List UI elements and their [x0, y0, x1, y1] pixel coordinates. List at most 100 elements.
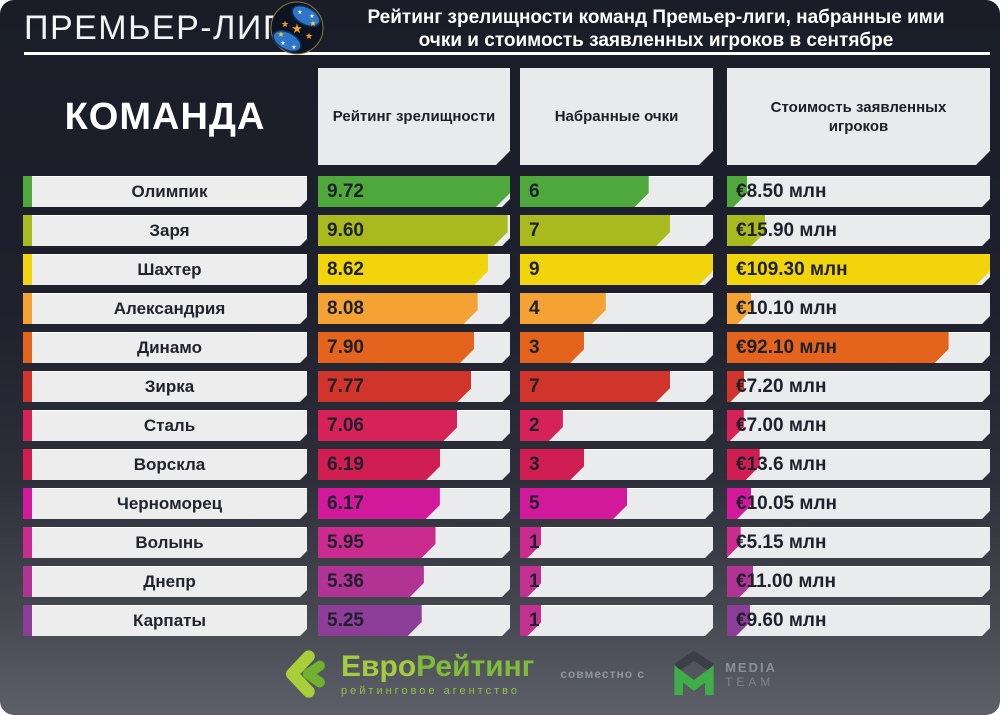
points-bar: 1 — [520, 527, 713, 558]
team-row: Олимпик 9.72 6 €8.50 млн — [0, 176, 1000, 207]
svg-text:★: ★ — [305, 31, 313, 41]
eurorating-logo: ЕвроРейтинг рейтинговое агентство — [279, 648, 534, 700]
column-header-team: КОМАНДА — [64, 96, 266, 138]
team-name-box: Александрия — [23, 293, 307, 324]
points-bar-fill — [520, 215, 670, 246]
eurorating-icon — [286, 650, 326, 698]
points-bar: 9 — [520, 254, 713, 285]
rating-bar-fill — [318, 566, 424, 597]
svg-text:★: ★ — [277, 30, 284, 39]
points-bar: 1 — [520, 566, 713, 597]
points-bar-fill — [520, 332, 584, 363]
team-color-stripe — [23, 371, 32, 402]
value-bar: €10.05 млн — [727, 488, 990, 519]
svg-text:★: ★ — [280, 40, 285, 47]
rating-bar-fill — [318, 449, 440, 480]
team-name: Динамо — [136, 337, 203, 357]
team-color-stripe — [23, 605, 32, 636]
value-bar: €8.50 млн — [727, 176, 990, 207]
points-value: 1 — [529, 531, 540, 553]
rating-value: 5.36 — [327, 570, 364, 592]
team-name-box: Карпаты — [23, 605, 307, 636]
value-bar: €15.90 млн — [727, 215, 990, 246]
rating-bar: 6.19 — [318, 449, 510, 480]
value-bar: €11.00 млн — [727, 566, 990, 597]
eurorating-tagline: рейтинговое агентство — [341, 684, 520, 697]
team-row: Динамо 7.90 3 €92.10 млн — [0, 332, 1000, 363]
team-name-box: Сталь — [23, 410, 307, 441]
team-row: Зирка 7.77 7 €7.20 млн — [0, 371, 1000, 402]
svg-text:★: ★ — [309, 13, 314, 20]
team-name: Зирка — [144, 376, 195, 396]
team-row: Александрия 8.08 4 €10.10 млн — [0, 293, 1000, 324]
league-ball-icon: ★ ★ ★ ★ ★ ★ ★ ★ ★ — [270, 1, 324, 55]
svg-text:★: ★ — [291, 44, 296, 51]
rating-bar-fill — [318, 527, 436, 558]
points-bar-fill — [520, 176, 649, 207]
value-bar: €92.10 млн — [727, 332, 990, 363]
rating-value: 9.72 — [327, 180, 364, 202]
team-name-box: Днепр — [23, 566, 307, 597]
team-name: Заря — [149, 220, 190, 240]
rating-bar: 5.36 — [318, 566, 510, 597]
team-name-box: Волынь — [23, 527, 307, 558]
points-value: 9 — [529, 258, 540, 280]
rating-bar-fill — [318, 176, 510, 207]
rating-value: 9.60 — [327, 219, 364, 241]
rating-bar-fill — [318, 215, 508, 246]
points-value: 7 — [529, 375, 540, 397]
rating-bar: 6.17 — [318, 488, 510, 519]
team-color-stripe — [23, 176, 32, 207]
points-bar-fill — [520, 293, 606, 324]
rating-value: 7.06 — [327, 414, 364, 436]
rating-bar-fill — [318, 332, 474, 363]
column-header-points: Набранные очки — [520, 68, 713, 165]
points-bar: 4 — [520, 293, 713, 324]
points-bar: 6 — [520, 176, 713, 207]
value-bar: €13.6 млн — [727, 449, 990, 480]
rating-value: 6.17 — [327, 492, 364, 514]
team-color-stripe — [23, 527, 32, 558]
team-name: Карпаты — [133, 610, 206, 630]
team-row: Ворскла 6.19 3 €13.6 млн — [0, 449, 1000, 480]
rating-value: 8.62 — [327, 258, 364, 280]
team-name: Днепр — [143, 571, 196, 591]
team-name: Черноморец — [116, 493, 223, 513]
value-label: €13.6 млн — [736, 453, 827, 475]
rating-value: 7.77 — [327, 375, 364, 397]
rating-bar: 8.62 — [318, 254, 510, 285]
rating-bar-fill — [318, 410, 457, 441]
team-row: Шахтер 8.62 9 €109.30 млн — [0, 254, 1000, 285]
svg-text:★: ★ — [309, 19, 316, 28]
points-bar: 7 — [520, 371, 713, 402]
points-bar: 5 — [520, 488, 713, 519]
team-name-box: Черноморец — [23, 488, 307, 519]
header-divider — [24, 52, 990, 55]
league-title: ПРЕМЬЕР-ЛИГА — [24, 9, 305, 47]
svg-text:★: ★ — [297, 9, 302, 16]
team-color-stripe — [23, 566, 32, 597]
rating-bar: 9.60 — [318, 215, 510, 246]
mediateam-icon — [674, 651, 714, 696]
mediateam-line2: TEAM — [725, 674, 775, 689]
points-value: 3 — [529, 336, 540, 358]
points-bar: 3 — [520, 332, 713, 363]
team-row: Сталь 7.06 2 €7.00 млн — [0, 410, 1000, 441]
value-bar: €5.15 млн — [727, 527, 990, 558]
value-label: €10.10 млн — [736, 297, 837, 319]
eurorating-wordmark: ЕвроРейтинг рейтинговое агентство — [341, 651, 534, 697]
rating-bar: 7.77 — [318, 371, 510, 402]
rating-value: 6.19 — [327, 453, 364, 475]
points-bar-fill — [520, 371, 670, 402]
column-header-value: Стоимость заявленных игроков — [727, 68, 990, 165]
team-name-box: Заря — [23, 215, 307, 246]
points-value: 1 — [529, 570, 540, 592]
points-value: 1 — [529, 609, 540, 631]
team-name: Ворскла — [133, 454, 206, 474]
column-header-rating: Рейтинг зрелищности — [318, 68, 510, 165]
team-row: Заря 9.60 7 €15.90 млн — [0, 215, 1000, 246]
rating-value: 5.95 — [327, 531, 364, 553]
value-bar: €109.30 млн — [727, 254, 990, 285]
collaboration-text: совместно с — [560, 667, 646, 681]
